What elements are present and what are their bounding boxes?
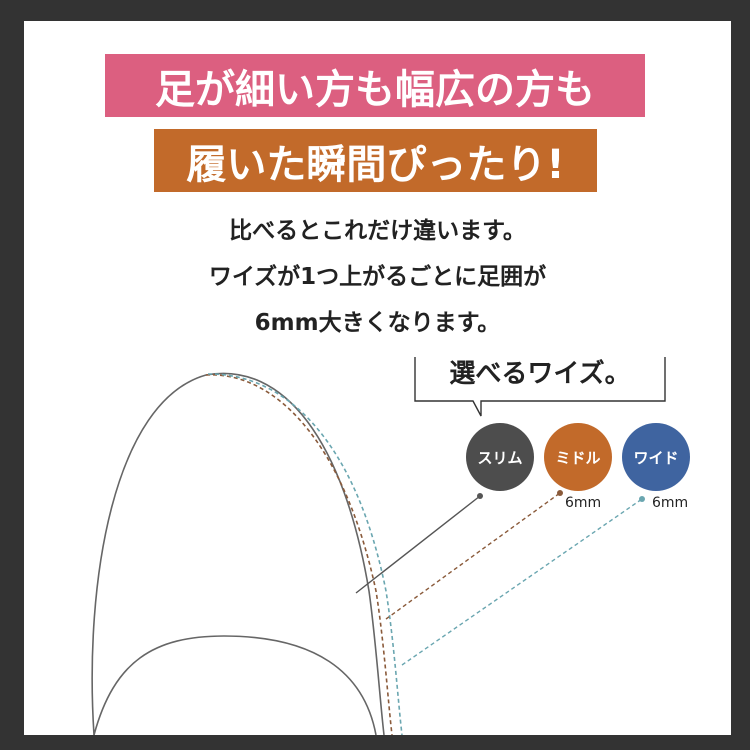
shoe-outline-wide xyxy=(207,373,403,735)
middle-increment-label: 6mm xyxy=(565,495,602,511)
width-wide-badge: ワイド xyxy=(622,423,690,491)
callout-text: 選べるワイズ。 xyxy=(449,359,631,389)
width-slim-badge: スリム xyxy=(466,423,534,491)
shoe-outline-slim xyxy=(91,372,385,735)
wide-increment-label: 6mm xyxy=(652,495,689,511)
shoe-outline-diagram xyxy=(91,357,666,735)
shoe-inner-line xyxy=(93,635,377,735)
description-line-2: ワイズが1つ上がるごとに足囲が xyxy=(208,264,547,290)
headline-banner-1: 足が細い方も幅広の方も xyxy=(105,54,645,117)
description-line-1: 比べるとこれだけ違います。 xyxy=(229,218,526,244)
middle-pointer-line xyxy=(385,492,561,620)
width-middle-badge: ミドル xyxy=(544,423,612,491)
headline-banner-2: 履いた瞬間ぴったり! xyxy=(154,129,597,192)
shoe-outline-middle xyxy=(205,374,393,735)
product-image: 足が細い方も幅広の方も 履いた瞬間ぴったり! 比べるとこれだけ違います。 ワイズ… xyxy=(24,21,731,735)
description-line-3: 6mm大きくなります。 xyxy=(254,310,501,336)
slim-pointer-line xyxy=(355,495,481,594)
callout-bubble xyxy=(414,357,666,417)
